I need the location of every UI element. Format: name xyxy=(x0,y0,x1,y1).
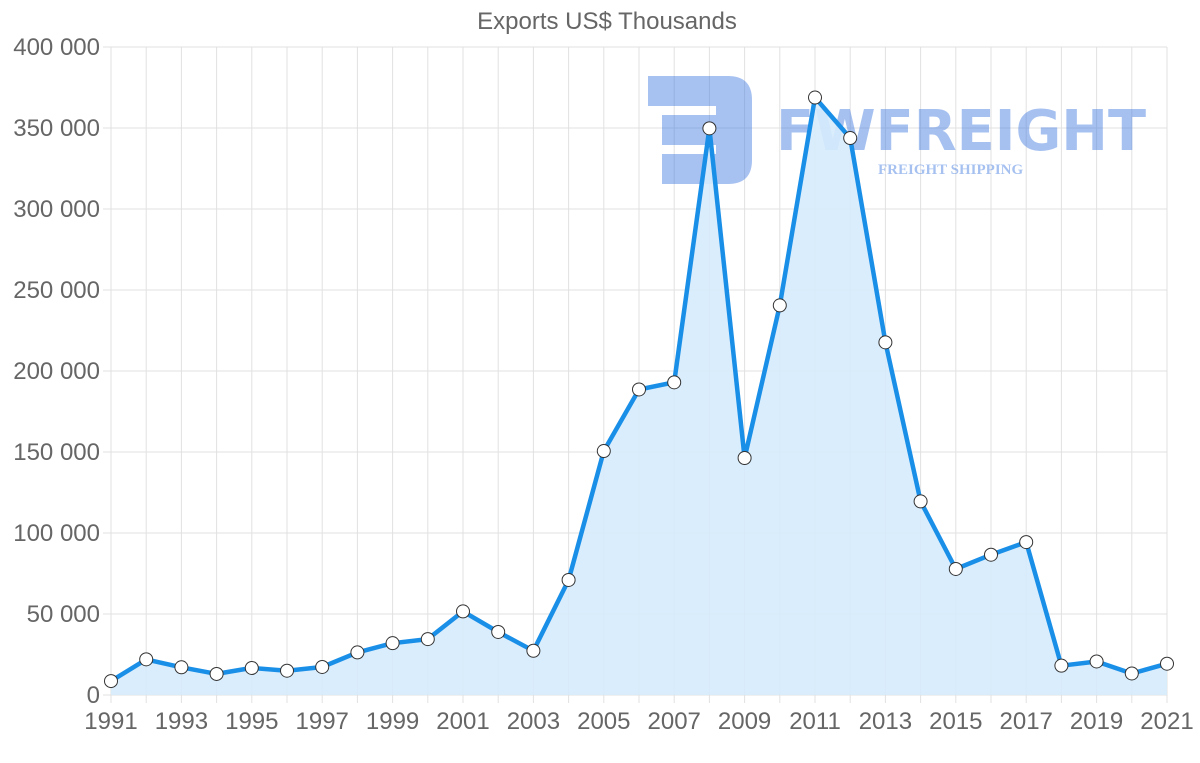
x-tick-label: 1993 xyxy=(155,708,208,735)
y-tick-label: 150 000 xyxy=(13,439,100,466)
y-tick-label: 100 000 xyxy=(13,520,100,547)
data-point[interactable] xyxy=(808,90,822,105)
x-axis-labels: 1991 1993 1995 1997 1999 2001 2003 2005 2007 2009… xyxy=(84,708,1193,735)
data-point[interactable] xyxy=(315,659,330,674)
data-point[interactable] xyxy=(1089,654,1104,669)
data-point[interactable] xyxy=(843,131,858,146)
data-point[interactable] xyxy=(350,645,365,660)
x-tick-label: 2019 xyxy=(1070,708,1123,735)
data-point[interactable] xyxy=(456,604,470,619)
y-tick-label: 200 000 xyxy=(13,358,100,385)
data-point[interactable] xyxy=(526,643,541,658)
y-tick-label: 250 000 xyxy=(13,277,100,304)
x-tick-label: 2003 xyxy=(507,708,560,735)
data-point[interactable] xyxy=(948,561,963,576)
data-point[interactable] xyxy=(491,624,506,639)
x-tick-label: 2001 xyxy=(436,708,489,735)
x-tick-label: 1995 xyxy=(225,708,278,735)
x-tick-label: 2009 xyxy=(718,708,771,735)
x-tick-label: 1997 xyxy=(296,708,349,735)
x-tick-label: 2017 xyxy=(1000,708,1053,735)
x-tick-label: 2005 xyxy=(577,708,630,735)
data-point[interactable] xyxy=(596,444,611,459)
data-point[interactable] xyxy=(737,450,752,465)
data-point[interactable] xyxy=(244,660,259,675)
data-point[interactable] xyxy=(667,375,682,390)
data-point[interactable] xyxy=(174,660,189,675)
x-tick-label: 2021 xyxy=(1140,708,1193,735)
data-point[interactable] xyxy=(984,547,998,562)
data-point[interactable] xyxy=(878,335,893,350)
logo-mark-icon xyxy=(648,76,752,184)
y-tick-label: 300 000 xyxy=(13,196,100,223)
data-point[interactable] xyxy=(139,652,154,667)
data-point[interactable] xyxy=(1054,658,1069,673)
watermark-tagline: FREIGHT SHIPPING xyxy=(878,162,1023,178)
x-tick-label: 2007 xyxy=(648,708,701,735)
data-point[interactable] xyxy=(632,382,646,397)
x-tick-label: 2013 xyxy=(859,708,912,735)
data-point[interactable] xyxy=(104,674,118,689)
data-point[interactable] xyxy=(209,666,224,681)
watermark-logo: FWFREIGHT FREIGHT SHIPPING xyxy=(648,76,1146,184)
x-tick-label: 1991 xyxy=(84,708,137,735)
data-point[interactable] xyxy=(1019,535,1034,550)
data-point[interactable] xyxy=(420,632,435,647)
data-point[interactable] xyxy=(702,121,717,136)
y-tick-label: 0 xyxy=(87,682,100,709)
y-tick-label: 400 000 xyxy=(13,34,100,61)
y-tick-label: 50 000 xyxy=(27,601,100,628)
x-tick-label: 2011 xyxy=(789,708,841,735)
data-point[interactable] xyxy=(385,636,400,651)
data-points xyxy=(104,90,1174,689)
y-tick-label: 350 000 xyxy=(13,115,100,142)
y-axis-labels: 0 50 000 100 000 150 000 200 000 250 000 300 0… xyxy=(13,34,100,709)
data-point[interactable] xyxy=(561,572,576,587)
data-point[interactable] xyxy=(1160,656,1174,671)
data-point[interactable] xyxy=(772,298,787,313)
data-point[interactable] xyxy=(913,494,928,509)
data-point[interactable] xyxy=(280,663,294,678)
data-point[interactable] xyxy=(1124,666,1139,681)
x-tick-label: 1999 xyxy=(366,708,419,735)
x-tick-label: 2015 xyxy=(929,708,982,735)
chart-title: Exports US$ Thousands xyxy=(477,8,737,35)
